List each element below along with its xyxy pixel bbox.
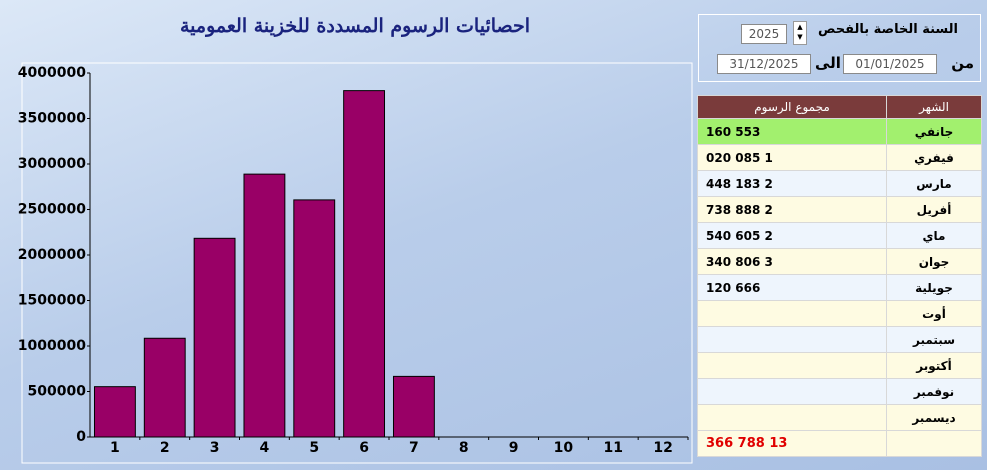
- month-cell: نوفمبر: [886, 378, 982, 405]
- chart-title: احصائيات الرسوم المسددة للخزينة العمومية: [180, 15, 530, 37]
- month-row[interactable]: أكتوبر: [697, 352, 982, 379]
- x-tick-label: 2: [160, 440, 170, 456]
- x-tick-label: 5: [309, 440, 319, 456]
- filter-panel: السنة الخاصة بالفحص 2025 ▲ ▼ من 01/01/202…: [698, 14, 981, 82]
- month-row[interactable]: ماي 2 605 540: [697, 222, 982, 249]
- bar: [193, 237, 236, 438]
- bar: [243, 173, 286, 438]
- bar: [293, 199, 336, 438]
- amount-cell: [697, 404, 887, 431]
- month-row[interactable]: جوان 3 806 340: [697, 248, 982, 275]
- y-tick-label: 3500000: [18, 111, 86, 127]
- from-label: من: [951, 54, 974, 72]
- month-cell: أكتوبر: [886, 352, 982, 379]
- month-cell: [886, 430, 982, 457]
- month-row[interactable]: ديسمبر: [697, 404, 982, 431]
- month-row[interactable]: مارس 2 183 448: [697, 170, 982, 197]
- amount-cell: [697, 300, 887, 327]
- amount-cell: 666 120: [697, 274, 887, 301]
- month-row[interactable]: جانفي 553 160: [697, 118, 982, 145]
- month-cell: ماي: [886, 222, 982, 249]
- month-cell: جوان: [886, 248, 982, 275]
- to-input[interactable]: 31/12/2025: [717, 54, 811, 74]
- y-tick-label: 2000000: [18, 247, 86, 263]
- month-cell: جويلية: [886, 274, 982, 301]
- amount-cell: 553 160: [697, 118, 887, 145]
- header-row: الشهر مجموع الرسوم: [697, 95, 982, 119]
- month-cell: مارس: [886, 170, 982, 197]
- amount-cell: 2 605 540: [697, 222, 887, 249]
- year-label: السنة الخاصة بالفحص: [818, 22, 958, 37]
- x-tick-label: 4: [260, 440, 270, 456]
- to-label: الى: [815, 54, 841, 72]
- amount-cell: 3 806 340: [697, 248, 887, 275]
- amount-cell: 2 183 448: [697, 170, 887, 197]
- x-tick-label: 1: [110, 440, 120, 456]
- x-tick-label: 10: [554, 440, 574, 456]
- month-row[interactable]: أوت: [697, 300, 982, 327]
- bar: [343, 90, 386, 438]
- x-tick-label: 11: [604, 440, 623, 456]
- month-cell: سبتمبر: [886, 326, 982, 353]
- month-row[interactable]: أفريل 2 888 738: [697, 196, 982, 223]
- x-tick-label: 7: [409, 440, 419, 456]
- from-input[interactable]: 01/01/2025: [843, 54, 937, 74]
- y-tick-label: 2500000: [18, 202, 86, 218]
- fees-table: الشهر مجموع الرسوم جانفي 553 160 فيفري 1 08…: [697, 95, 982, 457]
- chart-frame: [21, 62, 693, 464]
- amount-cell: 2 888 738: [697, 196, 887, 223]
- x-tick-label: 3: [210, 440, 220, 456]
- header-cell: مجموع الرسوم: [697, 95, 887, 119]
- y-tick-label: 0: [76, 429, 86, 445]
- header-cell: الشهر: [886, 95, 982, 119]
- month-cell: أفريل: [886, 196, 982, 223]
- y-tick-label: 1000000: [18, 338, 86, 354]
- amount-cell: [697, 378, 887, 405]
- y-tick-label: 4000000: [18, 65, 86, 81]
- amount-cell: [697, 352, 887, 379]
- month-row[interactable]: سبتمبر: [697, 326, 982, 353]
- amount-cell: 1 085 020: [697, 144, 887, 171]
- bar: [392, 375, 435, 438]
- month-row[interactable]: نوفمبر: [697, 378, 982, 405]
- x-tick-label: 6: [359, 440, 369, 456]
- x-tick-label: 9: [509, 440, 519, 456]
- amount-cell: 13 788 366: [697, 430, 887, 457]
- month-cell: جانفي: [886, 118, 982, 145]
- y-tick-label: 500000: [28, 384, 87, 400]
- y-tick-label: 3000000: [18, 156, 86, 172]
- x-tick-label: 8: [459, 440, 469, 456]
- month-row[interactable]: فيفري 1 085 020: [697, 144, 982, 171]
- month-row[interactable]: جويلية 666 120: [697, 274, 982, 301]
- bar: [143, 337, 186, 438]
- month-cell: أوت: [886, 300, 982, 327]
- bar: [93, 386, 136, 438]
- year-input[interactable]: 2025: [741, 24, 787, 44]
- amount-cell: [697, 326, 887, 353]
- month-cell: فيفري: [886, 144, 982, 171]
- x-tick-label: 12: [653, 440, 672, 456]
- month-cell: ديسمبر: [886, 404, 982, 431]
- year-spinner[interactable]: ▲ ▼: [793, 21, 807, 45]
- y-tick-label: 1500000: [18, 293, 86, 309]
- total-row: 13 788 366: [697, 430, 982, 457]
